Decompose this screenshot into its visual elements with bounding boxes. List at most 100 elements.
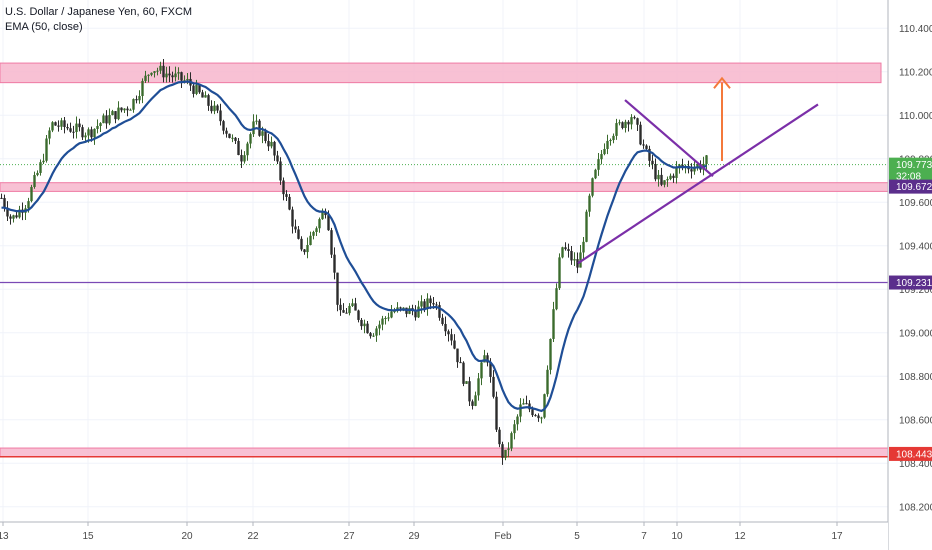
candle-body (420, 301, 423, 307)
candle-body (261, 131, 264, 136)
y-tick-label: 110.000 (899, 111, 932, 122)
candle-body (618, 122, 621, 124)
candle-body (219, 110, 222, 122)
candle-body (225, 130, 228, 134)
candle-body (654, 164, 657, 180)
candle-body (306, 244, 309, 253)
candle-body (195, 84, 198, 94)
candle-body (609, 140, 612, 142)
candle-body (579, 252, 582, 268)
candle-body (390, 311, 393, 318)
y-tick-label: 108.400 (899, 459, 932, 470)
candle-body (600, 154, 603, 160)
candle-body (54, 122, 57, 126)
candle-body (351, 303, 354, 306)
candle-body (663, 180, 666, 185)
candle-body (339, 304, 342, 311)
candle-body (294, 226, 297, 230)
candle-body (210, 105, 213, 112)
indicator-label[interactable]: EMA (50, close) (5, 21, 83, 33)
candle-body (33, 175, 36, 187)
candle-body (555, 288, 558, 310)
x-tick-label: 12 (734, 531, 746, 542)
y-tick-label: 109.000 (899, 328, 932, 339)
candle-body (207, 95, 210, 106)
candle-body (369, 333, 372, 337)
candle-body (3, 198, 6, 208)
candle-body (573, 259, 576, 261)
candle-body (90, 129, 93, 138)
candle-body (78, 123, 81, 128)
symbol-title[interactable]: U.S. Dollar / Japanese Yen, 60, FXCM (5, 6, 193, 18)
candle-body (588, 195, 591, 212)
candle-body (279, 161, 282, 181)
candle-body (222, 121, 225, 131)
zones (0, 62, 889, 458)
zone-level-tag-label: 109.672 (896, 182, 932, 193)
candle-body (87, 129, 90, 136)
support-level-tag-label: 109.231 (896, 278, 932, 289)
candle-body (108, 115, 111, 124)
candle-body (366, 323, 369, 334)
candle-body (666, 179, 669, 181)
candle-body (606, 140, 609, 149)
x-tick-label: 15 (82, 531, 94, 542)
candle-body (495, 396, 498, 430)
candle-body (123, 108, 126, 111)
candle-body (450, 334, 453, 341)
y-tick-label: 108.600 (899, 415, 932, 426)
candle-body (651, 160, 654, 165)
last-price-tag-label: 109.773 (896, 160, 932, 171)
x-tick-label: Feb (494, 531, 512, 542)
zone-level-tag (889, 179, 932, 194)
candle-body (192, 85, 195, 94)
candle-body (216, 105, 219, 111)
candle-body (468, 381, 471, 402)
candle-body (159, 65, 162, 71)
candle-body (594, 169, 597, 179)
candle-body (201, 92, 204, 98)
support-level-tag (889, 275, 932, 290)
horizontal-lines (0, 164, 888, 284)
candle-body (144, 75, 147, 81)
candle-body (141, 80, 144, 97)
candle-body (615, 123, 618, 136)
candle-body (6, 207, 9, 217)
candle-body (183, 80, 186, 82)
candle-body (246, 143, 249, 156)
candle-body (501, 444, 504, 458)
candle-body (576, 259, 579, 268)
candle-body (477, 378, 480, 396)
candle-body (234, 137, 237, 141)
candle-body (0, 197, 3, 199)
candle-body (348, 305, 351, 314)
candle-body (441, 317, 444, 324)
x-tick-label: 17 (831, 531, 843, 542)
candle-body (585, 211, 588, 242)
candle-body (402, 307, 405, 309)
candle-body (312, 231, 315, 236)
candle-body (378, 324, 381, 329)
candle-body (273, 141, 276, 156)
candle-body (330, 230, 333, 255)
candle-body (381, 318, 384, 325)
candle-body (240, 154, 243, 162)
candle-body (387, 317, 390, 319)
candle-body (9, 216, 12, 219)
candle-body (291, 209, 294, 227)
candle-body (267, 140, 270, 147)
candle-body (345, 312, 348, 314)
candle-body (114, 111, 117, 120)
candle-body (360, 319, 363, 327)
candle-body (486, 355, 489, 363)
candle-body (597, 159, 600, 170)
candle-body (690, 169, 693, 172)
candle-body (417, 306, 420, 318)
candle-body (36, 172, 39, 176)
candle-body (102, 115, 105, 124)
candle-body (489, 362, 492, 377)
candle-body (264, 131, 267, 141)
y-tick-label: 109.600 (899, 198, 932, 209)
candle-body (288, 196, 291, 210)
